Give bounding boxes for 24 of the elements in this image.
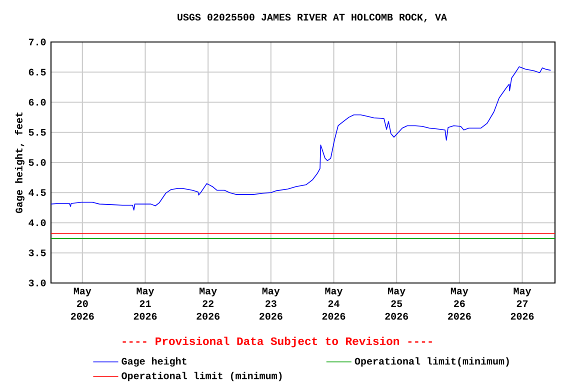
legend-label: Operational limit(minimum) (354, 357, 509, 366)
chart-title: USGS 02025500 JAMES RIVER AT HOLCOMB ROCK, VA (178, 14, 447, 22)
x-tick-label: May 22 2026 (196, 287, 220, 320)
y-tick-label: 6.0 (28, 98, 46, 106)
text: ---- Provisional Data Subject to Revision ---- (122, 336, 432, 348)
legend-label: Gage height (122, 357, 186, 366)
y-tick-label: 5.0 (28, 158, 46, 166)
y-tick-label: 4.5 (28, 189, 46, 196)
y-tick-label: 4.0 (28, 219, 46, 226)
y-tick-label: 6.5 (28, 68, 46, 76)
y-tick-label: 7.0 (28, 38, 46, 46)
x-tick-label: May 26 2026 (448, 287, 471, 320)
y-tick-label: 3.5 (28, 249, 46, 256)
y-axis-title: Gage height, feet (14, 112, 24, 213)
y-tick-label: 3.0 (28, 279, 46, 286)
x-tick-label: May 25 2026 (385, 287, 408, 320)
x-tick-label: May 21 2026 (134, 287, 157, 320)
x-tick-label: May 24 2026 (322, 287, 346, 320)
y-tick-label: 5.5 (28, 128, 46, 136)
legend-label: Operational limit (minimum) (122, 372, 282, 381)
x-tick-label: May 23 2026 (260, 287, 282, 320)
x-tick-label: May 27 2026 (510, 287, 534, 320)
x-tick-label: May 20 2026 (71, 287, 94, 320)
line-series (51, 66, 552, 210)
